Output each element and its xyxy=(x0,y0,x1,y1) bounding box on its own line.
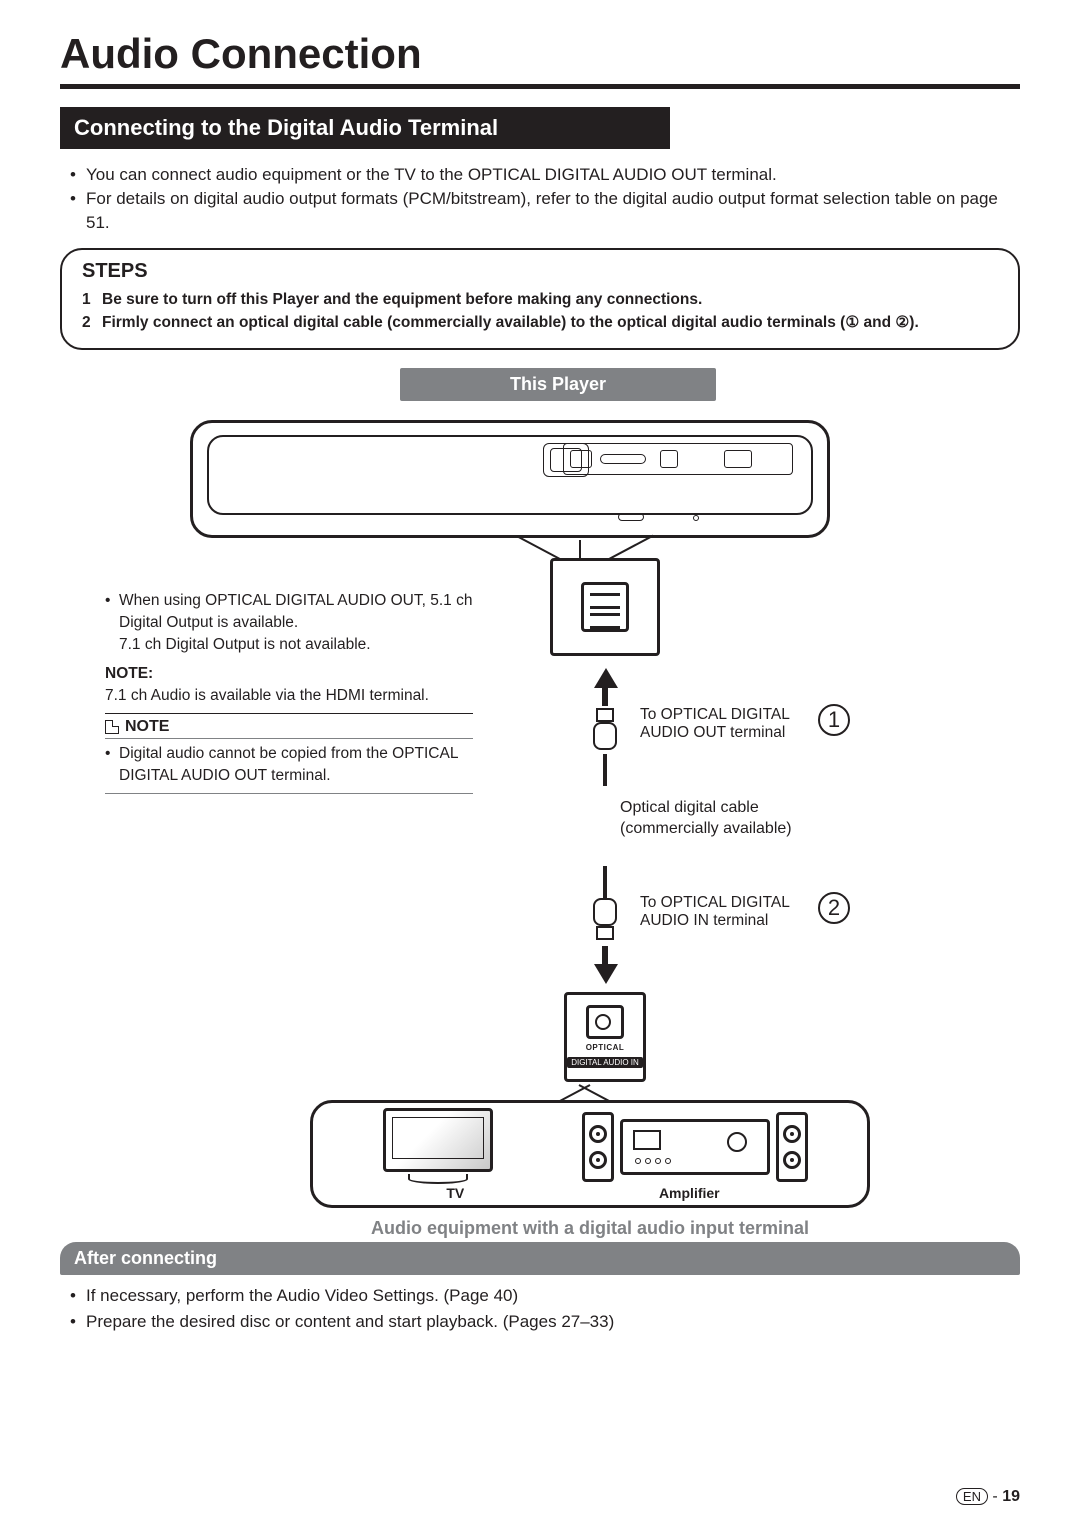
connection-diagram: This Player To OPTICAL DIGITAL AUDIO OUT… xyxy=(60,368,1020,1238)
tv-icon xyxy=(373,1108,503,1186)
optical-out-port-icon xyxy=(550,558,660,656)
intro-bullet: For details on digital audio output form… xyxy=(70,187,1020,235)
after-item: If necessary, perform the Audio Video Se… xyxy=(70,1283,1020,1309)
steps-box: STEPS Be sure to turn off this Player an… xyxy=(60,248,1020,350)
intro-bullet: You can connect audio equipment or the T… xyxy=(70,163,1020,187)
optical-in-port-icon: OPTICAL DIGITAL AUDIO IN xyxy=(564,992,646,1082)
after-connecting-header: After connecting xyxy=(60,1242,1020,1275)
cable-label: Optical digital cable (commercially avai… xyxy=(620,798,792,840)
tv-label: TV xyxy=(446,1185,464,1201)
cable-plug-bottom-icon xyxy=(590,898,620,944)
speaker-icon xyxy=(776,1112,808,1182)
callout-number-1: 1 xyxy=(818,704,850,736)
speaker-icon xyxy=(582,1112,614,1182)
page-number: 19 xyxy=(1002,1488,1020,1505)
player-illustration xyxy=(190,420,830,538)
optical-output-note: When using OPTICAL DIGITAL AUDIO OUT, 5.… xyxy=(105,590,473,713)
page-footer: EN - 19 xyxy=(956,1488,1020,1506)
audio-equipment-illustration: TV Amplifier xyxy=(310,1100,870,1208)
amplifier-icon xyxy=(620,1119,770,1175)
section-header: Connecting to the Digital Audio Terminal xyxy=(60,107,670,149)
callout-number-2: 2 xyxy=(818,892,850,924)
terminal-out-label: To OPTICAL DIGITAL AUDIO OUT terminal 1 xyxy=(640,706,790,742)
intro-bullets: You can connect audio equipment or the T… xyxy=(70,163,1020,234)
steps-list: Be sure to turn off this Player and the … xyxy=(82,289,998,334)
amplifier-label: Amplifier xyxy=(659,1185,720,1201)
language-badge: EN xyxy=(956,1488,988,1505)
after-item: Prepare the desired disc or content and … xyxy=(70,1309,1020,1335)
terminal-in-label: To OPTICAL DIGITAL AUDIO IN terminal 2 xyxy=(640,894,790,930)
page-title: Audio Connection xyxy=(60,30,1020,89)
note-icon xyxy=(105,720,119,734)
equipment-caption: Audio equipment with a digital audio inp… xyxy=(310,1218,870,1239)
arrow-up-icon xyxy=(594,668,618,688)
step-item: Be sure to turn off this Player and the … xyxy=(82,289,998,311)
arrow-down-icon xyxy=(594,964,618,984)
this-player-label: This Player xyxy=(400,368,716,401)
steps-title: STEPS xyxy=(82,260,998,283)
step-item: Firmly connect an optical digital cable … xyxy=(82,312,998,334)
cable-plug-top-icon xyxy=(590,708,620,754)
after-connecting-list: If necessary, perform the Audio Video Se… xyxy=(70,1283,1020,1334)
copy-protection-note: NOTE Digital audio cannot be copied from… xyxy=(105,718,473,793)
